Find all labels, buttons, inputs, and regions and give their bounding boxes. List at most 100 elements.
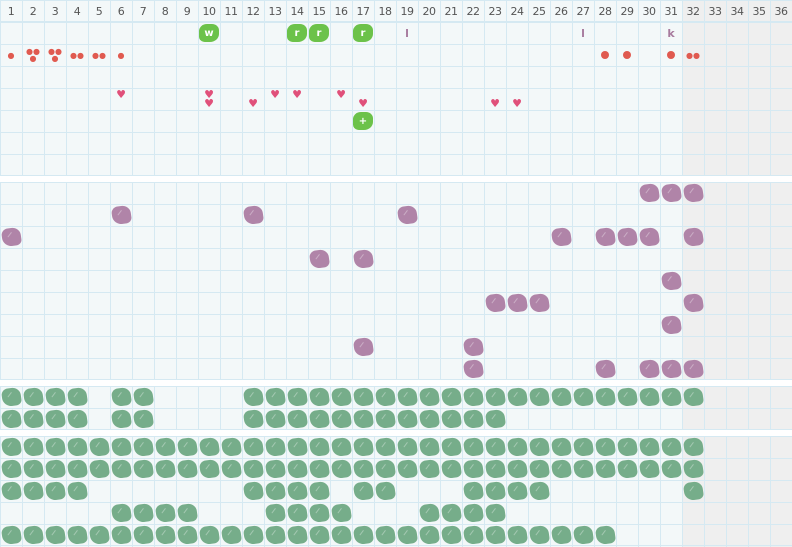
green-blob-cell[interactable]: [682, 436, 704, 458]
marker-cell[interactable]: l: [572, 22, 594, 44]
green-blob-cell[interactable]: [550, 458, 572, 480]
green-blob-cell[interactable]: [484, 458, 506, 480]
green-blob-cell[interactable]: [176, 458, 198, 480]
green-blob-cell[interactable]: [352, 436, 374, 458]
marker-cell[interactable]: ♥ ♥: [198, 88, 220, 110]
green-blob-cell[interactable]: [418, 436, 440, 458]
green-blob-cell[interactable]: [374, 408, 396, 430]
green-blob-cell[interactable]: [550, 524, 572, 546]
purple-blob-cell[interactable]: [594, 358, 616, 380]
green-blob-cell[interactable]: [396, 436, 418, 458]
marker-cell[interactable]: ●● ●: [44, 44, 66, 66]
green-blob-cell[interactable]: [506, 480, 528, 502]
green-blob-cell[interactable]: [462, 408, 484, 430]
purple-blob-cell[interactable]: [682, 182, 704, 204]
green-blob-cell[interactable]: [418, 458, 440, 480]
green-blob-cell[interactable]: [44, 408, 66, 430]
green-blob-cell[interactable]: [638, 386, 660, 408]
green-blob-cell[interactable]: [198, 436, 220, 458]
green-blob-cell[interactable]: [506, 436, 528, 458]
purple-blob-cell[interactable]: [682, 358, 704, 380]
green-blob-cell[interactable]: [308, 386, 330, 408]
green-blob-cell[interactable]: [528, 458, 550, 480]
marker-cell[interactable]: ♥: [264, 88, 286, 110]
green-blob-cell[interactable]: [176, 524, 198, 546]
green-blob-cell[interactable]: [66, 458, 88, 480]
marker-cell[interactable]: ●● ●: [22, 44, 44, 66]
green-blob-cell[interactable]: [22, 386, 44, 408]
green-blob-cell[interactable]: [374, 386, 396, 408]
green-blob-cell[interactable]: [286, 502, 308, 524]
green-blob-cell[interactable]: [242, 408, 264, 430]
green-blob-cell[interactable]: [0, 408, 22, 430]
green-blob-cell[interactable]: [66, 386, 88, 408]
green-blob-cell[interactable]: [440, 436, 462, 458]
marker-cell[interactable]: ●: [110, 44, 132, 66]
green-blob-cell[interactable]: [308, 502, 330, 524]
green-blob-cell[interactable]: [660, 458, 682, 480]
marker-cell[interactable]: +: [352, 110, 374, 132]
green-blob-cell[interactable]: [154, 458, 176, 480]
green-blob-cell[interactable]: [286, 408, 308, 430]
green-blob-cell[interactable]: [374, 480, 396, 502]
marker-cell[interactable]: ♥: [242, 88, 264, 110]
green-blob-cell[interactable]: [330, 458, 352, 480]
green-blob-cell[interactable]: [528, 436, 550, 458]
green-blob-cell[interactable]: [44, 524, 66, 546]
purple-blob-cell[interactable]: [352, 248, 374, 270]
green-blob-cell[interactable]: [594, 524, 616, 546]
green-blob-cell[interactable]: [176, 436, 198, 458]
green-blob-cell[interactable]: [330, 436, 352, 458]
purple-blob-cell[interactable]: [594, 226, 616, 248]
green-blob-cell[interactable]: [286, 436, 308, 458]
marker-cell[interactable]: w: [198, 22, 220, 44]
green-blob-cell[interactable]: [638, 458, 660, 480]
green-blob-cell[interactable]: [682, 458, 704, 480]
green-blob-cell[interactable]: [132, 524, 154, 546]
purple-blob-cell[interactable]: [462, 336, 484, 358]
green-blob-cell[interactable]: [396, 386, 418, 408]
green-blob-cell[interactable]: [330, 524, 352, 546]
green-blob-cell[interactable]: [242, 480, 264, 502]
green-blob-cell[interactable]: [352, 458, 374, 480]
green-blob-cell[interactable]: [176, 502, 198, 524]
green-blob-cell[interactable]: [264, 480, 286, 502]
green-blob-cell[interactable]: [0, 480, 22, 502]
green-blob-cell[interactable]: [0, 524, 22, 546]
green-blob-cell[interactable]: [110, 502, 132, 524]
green-blob-cell[interactable]: [308, 436, 330, 458]
marker-cell[interactable]: ♥: [484, 88, 506, 110]
purple-blob-cell[interactable]: [506, 292, 528, 314]
green-blob-cell[interactable]: [374, 524, 396, 546]
marker-cell[interactable]: r: [308, 22, 330, 44]
green-blob-cell[interactable]: [418, 408, 440, 430]
green-blob-cell[interactable]: [132, 436, 154, 458]
green-blob-cell[interactable]: [110, 436, 132, 458]
green-blob-cell[interactable]: [242, 524, 264, 546]
marker-cell[interactable]: r: [352, 22, 374, 44]
green-blob-cell[interactable]: [572, 386, 594, 408]
purple-blob-cell[interactable]: [528, 292, 550, 314]
green-blob-cell[interactable]: [330, 502, 352, 524]
green-blob-cell[interactable]: [352, 480, 374, 502]
purple-blob-cell[interactable]: [660, 270, 682, 292]
green-blob-cell[interactable]: [506, 524, 528, 546]
green-blob-cell[interactable]: [264, 408, 286, 430]
green-blob-cell[interactable]: [220, 436, 242, 458]
green-blob-cell[interactable]: [242, 436, 264, 458]
green-blob-cell[interactable]: [264, 524, 286, 546]
green-blob-cell[interactable]: [440, 502, 462, 524]
green-blob-cell[interactable]: [374, 436, 396, 458]
green-blob-cell[interactable]: [660, 386, 682, 408]
purple-blob-cell[interactable]: [308, 248, 330, 270]
green-blob-cell[interactable]: [88, 524, 110, 546]
green-blob-cell[interactable]: [572, 458, 594, 480]
green-blob-cell[interactable]: [154, 436, 176, 458]
green-blob-cell[interactable]: [506, 386, 528, 408]
green-blob-cell[interactable]: [484, 502, 506, 524]
green-blob-cell[interactable]: [418, 386, 440, 408]
purple-blob-cell[interactable]: [682, 292, 704, 314]
green-blob-cell[interactable]: [132, 408, 154, 430]
purple-blob-cell[interactable]: [110, 204, 132, 226]
green-blob-cell[interactable]: [396, 458, 418, 480]
